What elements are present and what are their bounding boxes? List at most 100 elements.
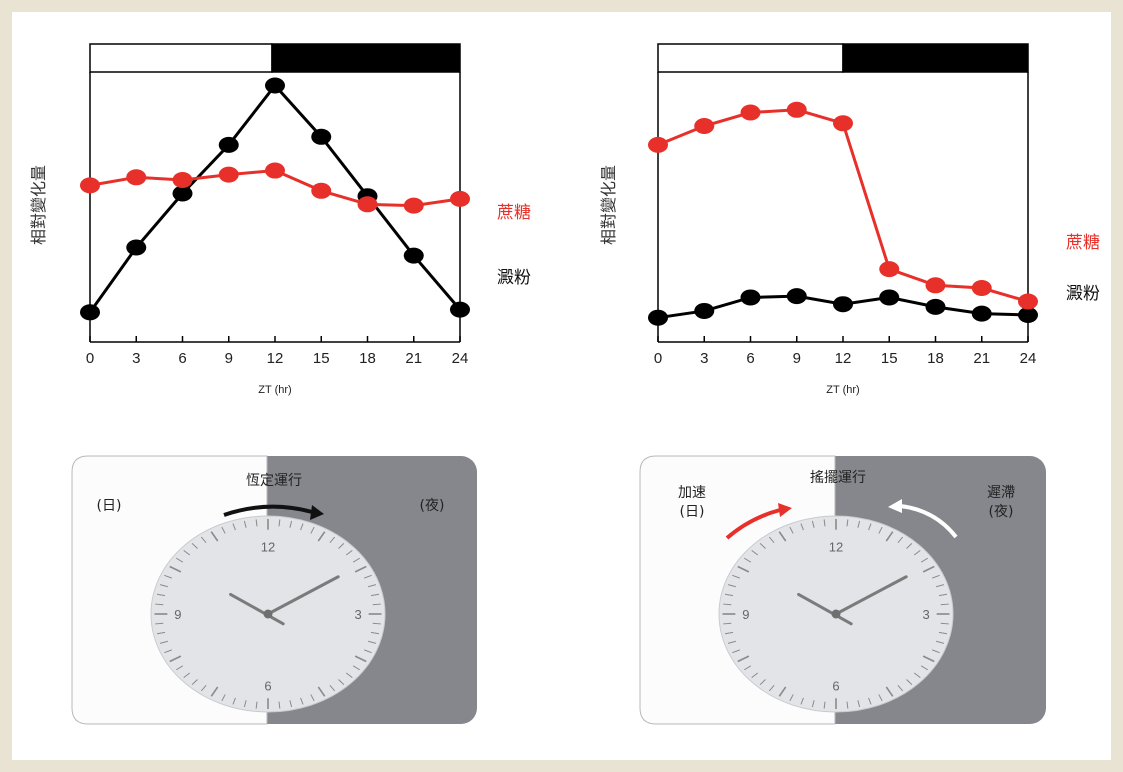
x-tick-label: 24 bbox=[1020, 350, 1037, 367]
x-tick-label: 9 bbox=[225, 350, 233, 367]
data-point-sucrose bbox=[648, 136, 668, 153]
clock-tick bbox=[210, 531, 219, 542]
clock-tick bbox=[897, 685, 904, 692]
clock-tick bbox=[751, 672, 759, 679]
minute-hand bbox=[266, 575, 340, 616]
clock-tick bbox=[354, 655, 367, 663]
data-point-starch bbox=[126, 239, 147, 256]
clock-tick bbox=[732, 574, 740, 579]
clock-tick bbox=[759, 679, 766, 686]
clock-tick bbox=[345, 549, 353, 556]
clock-number: 3 bbox=[354, 607, 361, 622]
clock-tick bbox=[846, 701, 849, 709]
clock-tick bbox=[868, 697, 872, 705]
data-point-sucrose bbox=[172, 172, 193, 188]
clock-tick bbox=[364, 649, 372, 654]
data-point-sucrose bbox=[1018, 293, 1038, 310]
x-axis-label: ZT (hr) bbox=[258, 384, 291, 396]
clock-tick bbox=[768, 536, 775, 543]
night-label: (夜) bbox=[420, 498, 445, 514]
light-period-bar bbox=[657, 43, 844, 73]
data-point-sucrose bbox=[218, 166, 239, 183]
x-tick-label: 18 bbox=[927, 350, 944, 367]
day-label: (日) bbox=[680, 504, 705, 520]
clock-title: 恆定運行 bbox=[246, 473, 302, 489]
clock-tick bbox=[846, 519, 849, 527]
data-point-sucrose bbox=[450, 190, 470, 207]
data-point-starch bbox=[80, 304, 100, 321]
clock-tick bbox=[164, 574, 172, 579]
constant-arrow-head bbox=[310, 505, 324, 520]
x-tick-label: 12 bbox=[835, 350, 852, 367]
clock-number: 12 bbox=[261, 539, 275, 554]
chart-right: 相對變化量 ZT (hr) 0 3 6 9 12 15 18 21 24 蔗糖 澱粉 bbox=[599, 43, 1100, 396]
delay-arrow bbox=[899, 504, 958, 539]
series-group bbox=[80, 77, 470, 321]
data-point-sucrose bbox=[833, 115, 853, 132]
hour-hand bbox=[797, 592, 853, 626]
clock-tick bbox=[878, 526, 883, 534]
data-point-sucrose bbox=[925, 277, 946, 294]
clock-tick bbox=[191, 679, 198, 686]
x-tick-label: 3 bbox=[132, 350, 140, 367]
clock-tick bbox=[372, 603, 381, 606]
day-label: (日) bbox=[97, 498, 122, 514]
dark-period-bar bbox=[271, 43, 461, 73]
clock-tick bbox=[906, 542, 913, 549]
x-tick-label: 15 bbox=[313, 350, 330, 367]
clock-tick bbox=[200, 536, 207, 543]
data-point-starch bbox=[1018, 307, 1038, 323]
clock-tick bbox=[938, 631, 948, 635]
clock-tick bbox=[364, 574, 372, 579]
clock-tick bbox=[159, 584, 168, 588]
clock-tick bbox=[811, 700, 815, 708]
x-axis-label: ZT (hr) bbox=[826, 384, 859, 396]
data-point-sucrose bbox=[879, 261, 900, 278]
clock-tick bbox=[913, 672, 921, 679]
clock-tick bbox=[370, 631, 380, 635]
data-point-sucrose bbox=[740, 104, 761, 121]
clock-tick bbox=[823, 701, 826, 709]
clock-tick bbox=[354, 565, 367, 573]
data-point-starch bbox=[218, 136, 239, 153]
clock-tick bbox=[768, 685, 775, 692]
chart-left: 相對變化量 ZT (hr) 0 3 6 9 12 15 18 21 24 蔗糖 澱粉 bbox=[29, 43, 531, 396]
delay-label: 遲滯 bbox=[987, 485, 1015, 501]
clock-tick bbox=[310, 526, 315, 534]
clock-tick bbox=[724, 593, 734, 597]
clock-tick bbox=[789, 526, 794, 534]
clock-tick bbox=[255, 519, 258, 527]
data-point-starch bbox=[786, 288, 807, 305]
clock-tick bbox=[338, 679, 345, 686]
data-point-sucrose bbox=[971, 280, 992, 296]
clock-tick bbox=[940, 622, 949, 625]
night-label: (夜) bbox=[989, 504, 1014, 520]
light-dark-bar-right bbox=[657, 43, 1029, 73]
y-axis-label: 相對變化量 bbox=[599, 165, 618, 245]
clock-tick bbox=[289, 700, 293, 708]
clock-tick bbox=[300, 523, 304, 531]
clock-tick bbox=[906, 679, 913, 686]
clock-tick bbox=[169, 655, 182, 663]
clock-tick bbox=[300, 697, 304, 705]
clock-tick bbox=[922, 655, 935, 663]
clock-tick bbox=[936, 584, 945, 588]
clock-tick bbox=[368, 640, 377, 644]
clock-title: 搖擺運行 bbox=[810, 470, 866, 486]
x-tick-label: 21 bbox=[973, 350, 990, 367]
clock-face: 12 3 6 9 bbox=[150, 515, 386, 713]
clock-tick bbox=[878, 694, 883, 702]
clock-tick bbox=[800, 697, 804, 705]
data-point-starch bbox=[971, 305, 992, 322]
clock-tick bbox=[156, 593, 166, 597]
clock-tick bbox=[352, 665, 361, 671]
y-axis-label: 相對變化量 bbox=[29, 165, 48, 245]
clock-tick bbox=[789, 694, 794, 702]
clock-tick bbox=[156, 631, 166, 635]
light-dark-bar-left bbox=[89, 43, 461, 73]
clock-tick bbox=[221, 526, 226, 534]
hour-hand bbox=[229, 592, 285, 626]
clock-tick bbox=[317, 686, 326, 697]
accel-arrow-head bbox=[778, 503, 792, 517]
series-group bbox=[648, 101, 1038, 326]
